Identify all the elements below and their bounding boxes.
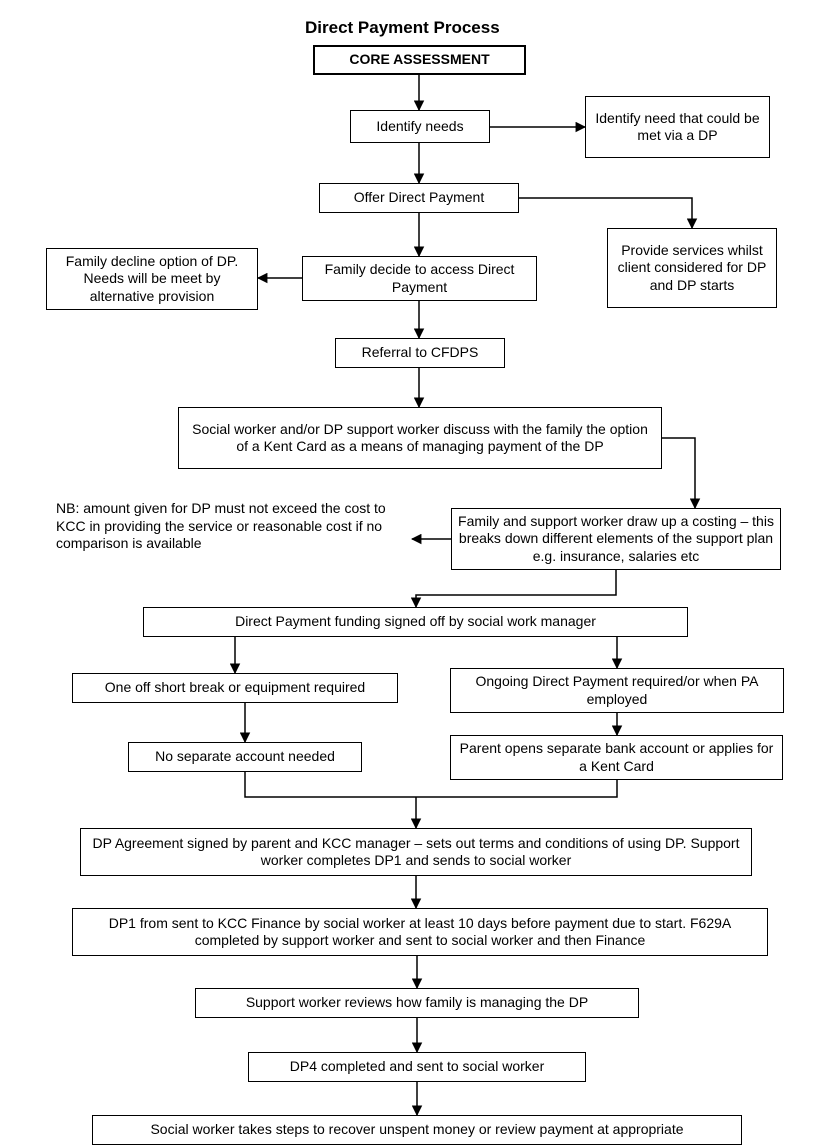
node-signoff: Direct Payment funding signed off by soc… — [143, 607, 688, 637]
node-offer: Offer Direct Payment — [319, 183, 519, 213]
node-provide: Provide services whilst client considere… — [607, 228, 777, 308]
node-kentcard: Social worker and/or DP support worker d… — [178, 407, 662, 469]
node-oneoff: One off short break or equipment require… — [72, 673, 398, 703]
node-ongoing: Ongoing Direct Payment required/or when … — [450, 668, 784, 713]
node-recover: Social worker takes steps to recover uns… — [92, 1115, 742, 1145]
node-costing: Family and support worker draw up a cost… — [451, 508, 781, 570]
note-nb: NB: amount given for DP must not exceed … — [56, 500, 412, 553]
edge-costing-signoff — [416, 570, 616, 607]
flowchart-canvas: Direct Payment Process CORE ASSESSMENT Id… — [0, 0, 831, 1146]
edge-offer-provide — [519, 198, 692, 228]
node-identify: Identify needs — [350, 110, 490, 143]
node-parentacct: Parent opens separate bank account or ap… — [450, 735, 783, 780]
node-decide: Family decide to access Direct Payment — [302, 256, 537, 301]
edge-kentcard-costing — [662, 438, 695, 508]
node-noacct: No separate account needed — [128, 742, 362, 772]
node-decline: Family decline option of DP. Needs will … — [46, 248, 258, 310]
node-core: CORE ASSESSMENT — [313, 45, 526, 75]
edge-layer — [0, 0, 831, 1146]
node-agreement: DP Agreement signed by parent and KCC ma… — [80, 828, 752, 876]
node-review: Support worker reviews how family is man… — [195, 988, 639, 1018]
node-referral: Referral to CFDPS — [335, 338, 505, 368]
node-dp4: DP4 completed and sent to social worker — [248, 1052, 586, 1082]
node-identify_dp: Identify need that could be met via a DP — [585, 96, 770, 158]
node-dp1: DP1 from sent to KCC Finance by social w… — [72, 908, 768, 956]
chart-title: Direct Payment Process — [305, 18, 500, 38]
